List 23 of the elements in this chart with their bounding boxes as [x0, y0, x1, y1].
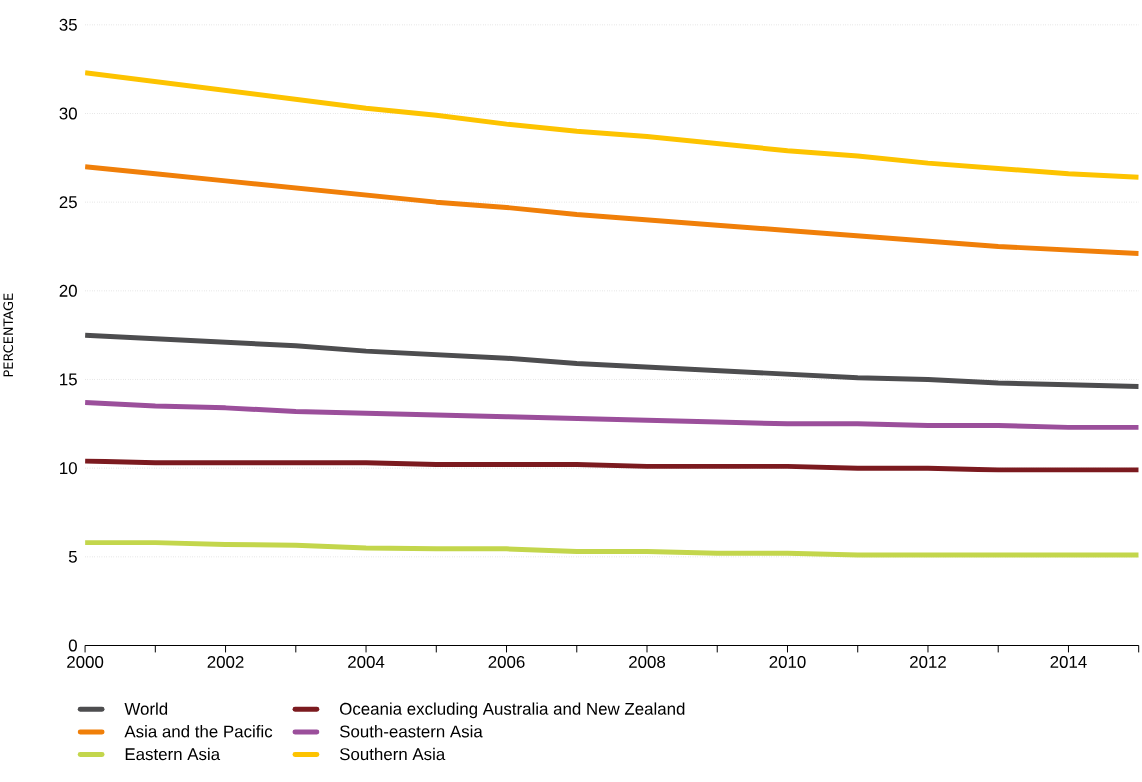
- y-tick-label: 0: [68, 639, 77, 652]
- y-tick-label: 25: [59, 196, 77, 209]
- x-tick-label: 2014: [1050, 656, 1087, 669]
- y-tick-label: 35: [59, 19, 77, 32]
- legend-label: World: [124, 702, 168, 716]
- x-tick-label: 2012: [910, 656, 946, 669]
- y-tick-label: 15: [60, 373, 77, 386]
- legend-label: South-eastern Asia: [339, 725, 483, 738]
- y-tick-label: 30: [59, 107, 77, 120]
- x-tick-label: 2002: [207, 656, 244, 669]
- legend-label: Oceania excluding Australia and New Zealand: [340, 702, 685, 719]
- x-tick-label: 2006: [488, 656, 525, 669]
- legend-label: Asia and the Pacific: [124, 725, 273, 738]
- y-axis-title: PERCENTAGE: [3, 293, 14, 377]
- legend-label: Eastern Asia: [125, 747, 221, 761]
- x-tick-label: 2004: [348, 656, 385, 669]
- y-tick-label: 20: [59, 285, 77, 298]
- y-tick-label: 10: [60, 462, 77, 475]
- y-tick-label: 5: [68, 551, 77, 563]
- x-tick-label: 2008: [629, 656, 666, 669]
- x-tick-label: 2010: [769, 656, 806, 669]
- x-tick-label: 2000: [67, 656, 104, 669]
- legend-label: Southern Asia: [339, 747, 446, 761]
